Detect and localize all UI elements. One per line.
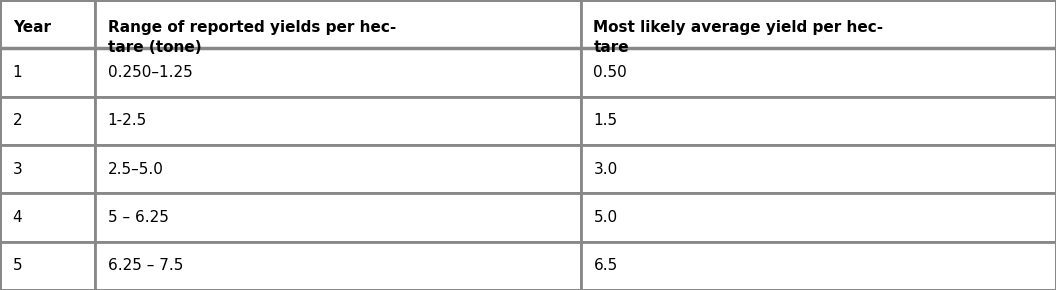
Bar xyxy=(0,0,95,48)
Text: 5: 5 xyxy=(13,258,22,273)
Text: 1: 1 xyxy=(13,65,22,80)
Text: 6.5: 6.5 xyxy=(593,258,618,273)
Bar xyxy=(0,145,95,193)
Bar xyxy=(95,193,581,242)
Text: 3: 3 xyxy=(13,162,22,177)
Bar xyxy=(581,145,1056,193)
Text: 5.0: 5.0 xyxy=(593,210,618,225)
Bar xyxy=(0,242,95,290)
Text: 3.0: 3.0 xyxy=(593,162,618,177)
Bar xyxy=(95,242,581,290)
Bar xyxy=(581,242,1056,290)
Text: 1.5: 1.5 xyxy=(593,113,618,128)
Text: Most likely average yield per hec-
tare: Most likely average yield per hec- tare xyxy=(593,20,884,55)
Bar xyxy=(95,48,581,97)
Bar xyxy=(0,48,95,97)
Bar xyxy=(581,0,1056,48)
Text: Year: Year xyxy=(13,20,51,35)
Bar xyxy=(95,97,581,145)
Bar xyxy=(581,193,1056,242)
Text: Range of reported yields per hec-
tare (tone): Range of reported yields per hec- tare (… xyxy=(108,20,396,55)
Text: 2.5–5.0: 2.5–5.0 xyxy=(108,162,164,177)
Bar xyxy=(0,193,95,242)
Text: 2: 2 xyxy=(13,113,22,128)
Bar xyxy=(581,48,1056,97)
Text: 0.50: 0.50 xyxy=(593,65,627,80)
Bar xyxy=(0,97,95,145)
Bar xyxy=(95,0,581,48)
Text: 4: 4 xyxy=(13,210,22,225)
Text: 0.250–1.25: 0.250–1.25 xyxy=(108,65,192,80)
Text: 5 – 6.25: 5 – 6.25 xyxy=(108,210,169,225)
Text: 1-2.5: 1-2.5 xyxy=(108,113,147,128)
Bar xyxy=(95,145,581,193)
Text: 6.25 – 7.5: 6.25 – 7.5 xyxy=(108,258,183,273)
Bar xyxy=(581,97,1056,145)
